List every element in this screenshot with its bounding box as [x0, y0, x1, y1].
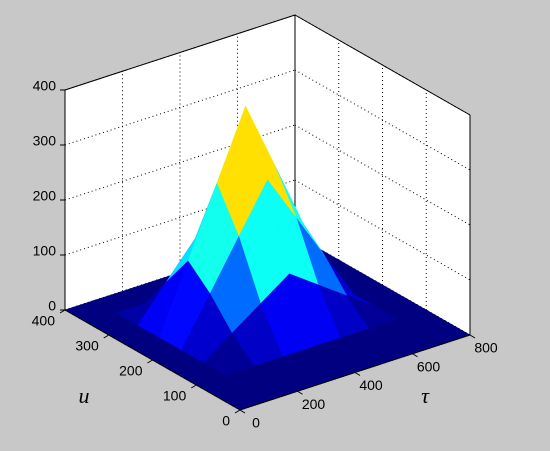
z-tick-label: 400 — [33, 78, 57, 94]
y-axis-label: u — [79, 383, 90, 408]
grid-line — [64, 69, 296, 146]
y-tick — [190, 384, 197, 389]
z-tick-label: 300 — [33, 133, 57, 149]
z-tick-label: 200 — [33, 188, 57, 204]
axis-box — [64, 14, 296, 91]
grid-line — [294, 179, 471, 281]
y-tick-label: 300 — [75, 338, 99, 354]
x-tick-label: 200 — [302, 396, 326, 412]
x-tick-label: 0 — [252, 415, 260, 431]
y-tick-label: 400 — [32, 313, 56, 329]
x-tick — [354, 372, 361, 376]
x-tick — [469, 334, 476, 339]
y-tick — [103, 334, 110, 339]
y-tick-label: 200 — [119, 363, 143, 379]
y-tick — [234, 409, 241, 414]
x-axis-label: τ — [421, 383, 430, 408]
y-tick-label: 100 — [163, 388, 187, 404]
x-tick — [297, 390, 303, 395]
z-tick-label: 100 — [33, 243, 57, 259]
y-tick — [147, 359, 153, 364]
z-tick-label: 0 — [48, 298, 56, 314]
x-tick — [412, 353, 418, 358]
grid-line — [64, 179, 296, 256]
grid-line — [294, 124, 471, 226]
x-tick-label: 600 — [417, 358, 441, 374]
y-tick-label: 0 — [222, 413, 230, 429]
axis-box — [294, 14, 471, 116]
x-tick-label: 800 — [474, 340, 498, 356]
x-tick — [239, 409, 246, 414]
x-tick-label: 400 — [359, 377, 383, 393]
grid-line — [294, 69, 471, 171]
grid-line — [64, 124, 296, 201]
